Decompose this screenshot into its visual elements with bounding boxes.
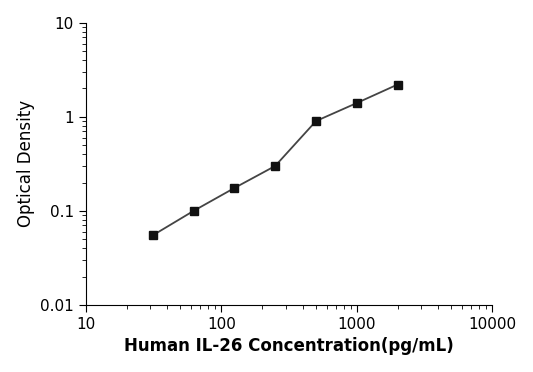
- X-axis label: Human IL-26 Concentration(pg/mL): Human IL-26 Concentration(pg/mL): [124, 337, 454, 355]
- Y-axis label: Optical Density: Optical Density: [17, 100, 35, 227]
